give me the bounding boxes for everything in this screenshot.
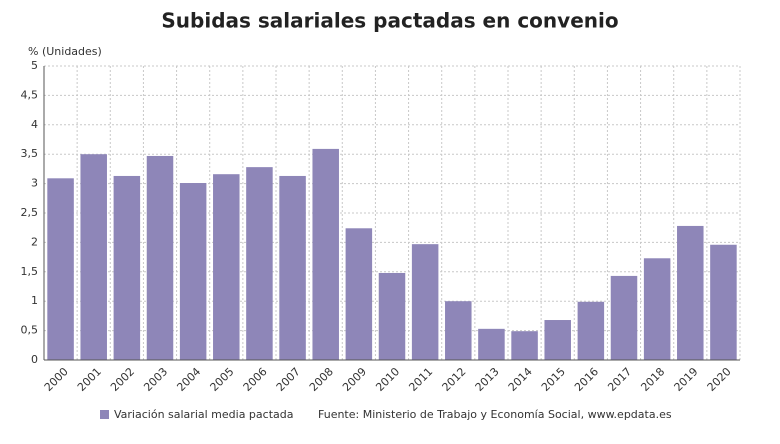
x-tick-label: 2018 <box>638 365 667 394</box>
bar <box>80 154 107 360</box>
chart-title: Subidas salariales pactadas en convenio <box>161 9 618 33</box>
y-tick-label: 0 <box>31 353 38 366</box>
legend-label: Variación salarial media pactada <box>114 408 293 421</box>
x-tick-label: 2004 <box>174 365 203 394</box>
y-tick-label: 3,5 <box>21 147 39 160</box>
y-tick-label: 5 <box>31 59 38 72</box>
x-tick-label: 2007 <box>274 365 303 394</box>
source: Fuente: Ministerio de Trabajo y Economía… <box>318 408 672 421</box>
x-tick-label: 2017 <box>605 365 634 394</box>
bar <box>478 328 505 360</box>
bar <box>213 174 240 360</box>
x-tick-label: 2012 <box>440 365 469 394</box>
bar <box>378 272 406 360</box>
bar <box>345 228 373 360</box>
bar <box>511 331 538 360</box>
bar <box>113 175 141 360</box>
bar <box>677 225 704 360</box>
bar <box>179 183 207 360</box>
x-tick-label: 2006 <box>241 365 270 394</box>
legend-swatch <box>100 410 109 419</box>
x-tick-label: 2019 <box>672 365 701 394</box>
y-tick-label: 4,5 <box>21 88 39 101</box>
x-tick-label: 2010 <box>373 365 402 394</box>
bar <box>279 175 306 360</box>
bar <box>246 167 273 360</box>
x-tick-label: 2020 <box>705 365 734 394</box>
y-tick-label: 2 <box>31 235 38 248</box>
x-tick-label: 2002 <box>108 365 137 394</box>
x-tick-label: 2000 <box>42 365 71 394</box>
x-tick-label: 2013 <box>473 365 502 394</box>
bar <box>610 275 638 360</box>
bar <box>146 155 174 360</box>
x-tick-label: 2003 <box>141 365 170 394</box>
bar <box>411 244 439 360</box>
x-tick-label: 2011 <box>406 365 435 394</box>
x-tick-label: 2005 <box>208 365 237 394</box>
y-tick-label: 1 <box>31 294 38 307</box>
y-tick-label: 4 <box>31 118 38 131</box>
x-tick-label: 2016 <box>572 365 601 394</box>
y-tick-label: 2,5 <box>21 206 39 219</box>
x-tick-label: 2008 <box>307 365 336 394</box>
bar <box>312 148 339 360</box>
x-tick-label: 2001 <box>75 365 104 394</box>
bar <box>445 301 472 360</box>
bar <box>643 258 671 360</box>
bar <box>710 244 737 360</box>
x-tick-label: 2009 <box>340 365 369 394</box>
bar <box>47 178 74 360</box>
bar <box>577 301 605 360</box>
y-tick-label: 0,5 <box>21 324 39 337</box>
y-tick-label: 1,5 <box>21 265 39 278</box>
x-tick-label: 2014 <box>506 365 535 394</box>
bar <box>544 320 571 360</box>
y-tick-label: 3 <box>31 177 38 190</box>
x-tick-label: 2015 <box>539 365 568 394</box>
y-axis-label: % (Unidades) <box>28 45 102 58</box>
legend: Variación salarial media pactada <box>100 408 293 421</box>
